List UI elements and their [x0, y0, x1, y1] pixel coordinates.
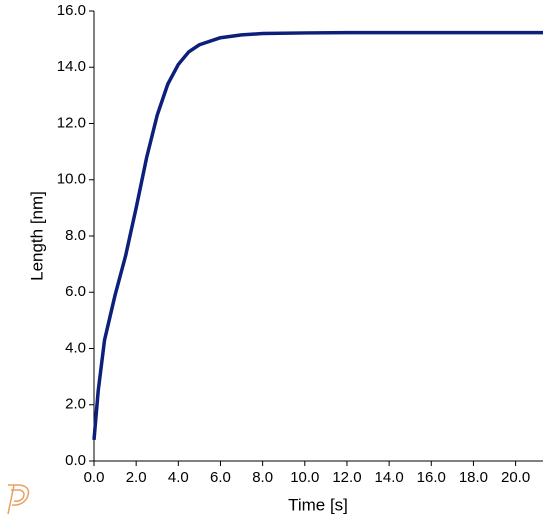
y-tick-label: 10.0: [57, 171, 86, 188]
x-tick-label: 6.0: [210, 469, 231, 486]
x-tick-label: 8.0: [252, 469, 273, 486]
y-axis-title: Length [nm]: [27, 191, 46, 281]
logo: [7, 484, 30, 515]
x-tick-label: 10.0: [290, 469, 319, 486]
x-tick-label: 0.0: [84, 469, 105, 486]
x-axis-title: Time [s]: [288, 495, 348, 514]
y-tick-label: 16.0: [57, 2, 86, 19]
x-tick-label: 12.0: [332, 469, 361, 486]
x-tick-label: 4.0: [168, 469, 189, 486]
x-tick-label: 2.0: [126, 469, 147, 486]
y-tick-label: 12.0: [57, 114, 86, 131]
y-tick-label: 14.0: [57, 58, 86, 75]
x-tick-label: 14.0: [375, 469, 404, 486]
y-tick-label: 6.0: [65, 283, 86, 300]
y-tick-label: 8.0: [65, 227, 86, 244]
x-tick-label: 16.0: [417, 469, 446, 486]
x-tick-label: 18.0: [459, 469, 488, 486]
x-tick-label: 20.0: [501, 469, 530, 486]
y-tick-label: 2.0: [65, 396, 86, 413]
y-tick-label: 4.0: [65, 339, 86, 356]
y-tick-label: 0.0: [65, 452, 86, 469]
data-line: [92, 30, 543, 441]
